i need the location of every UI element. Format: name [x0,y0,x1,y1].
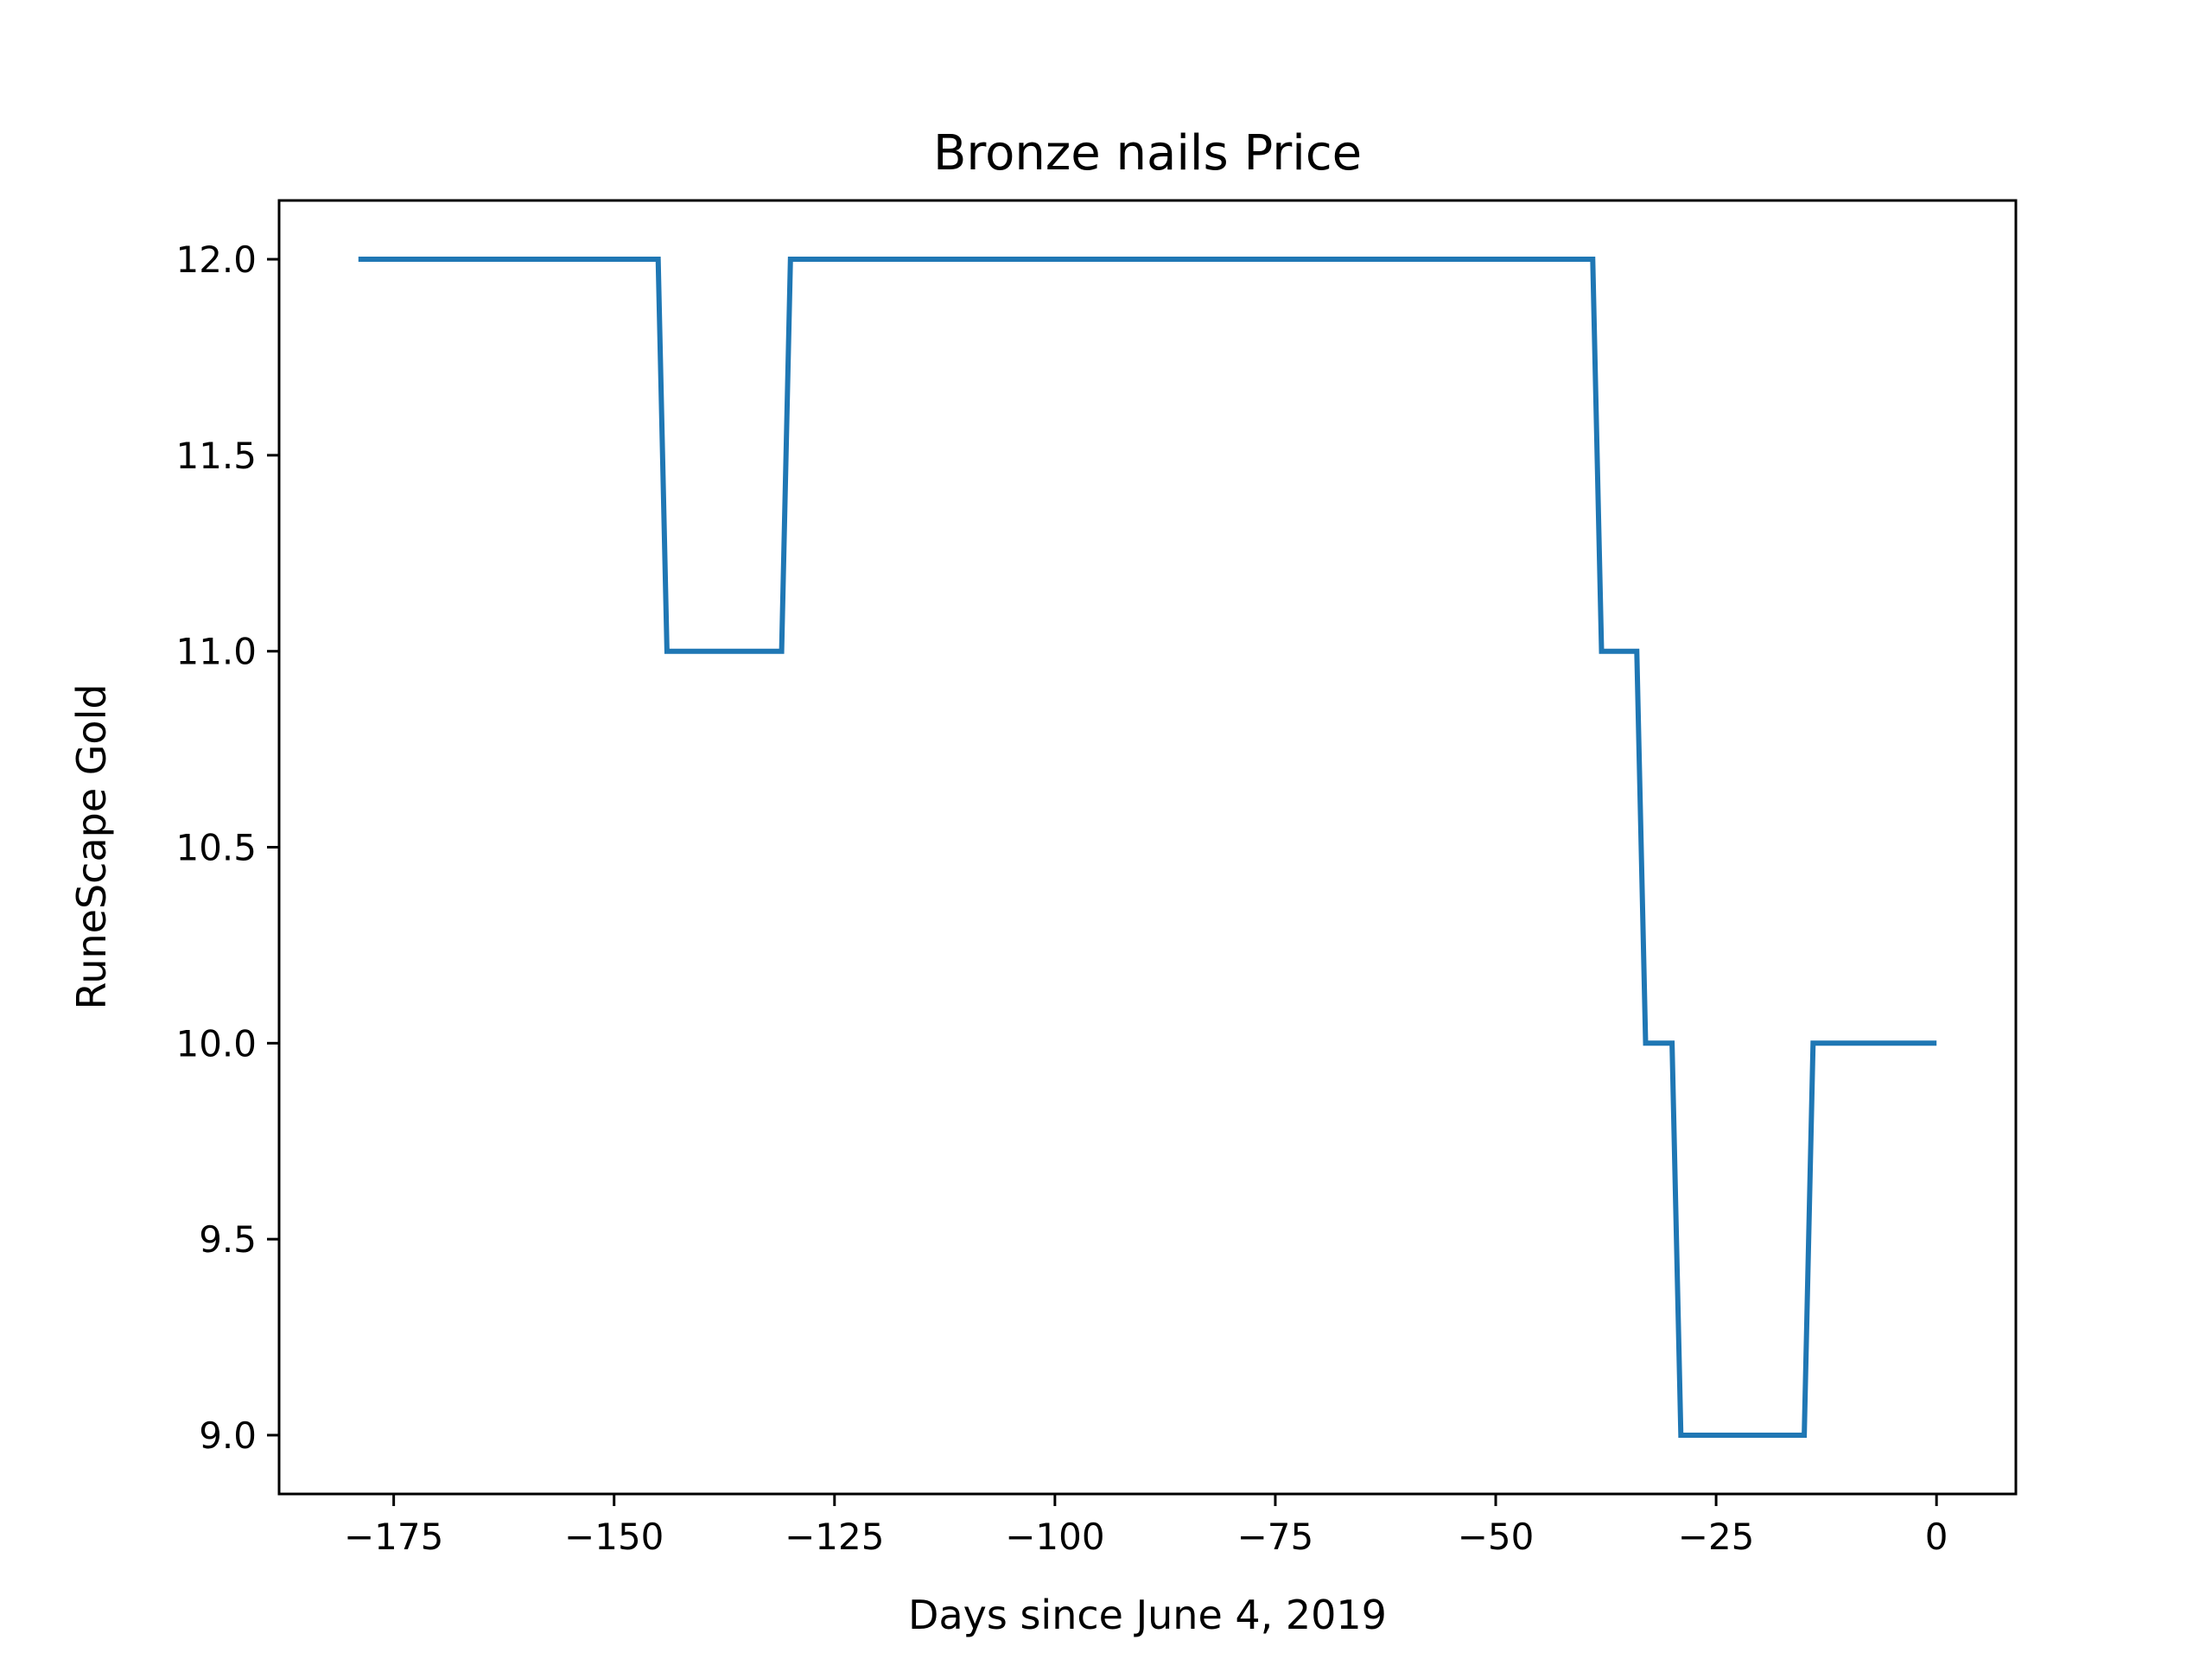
plot-frame [277,199,2018,1496]
x-tick-label-3: −100 [1005,1516,1104,1558]
x-tick-label-6: −25 [1678,1516,1755,1558]
x-tick-label-7: 0 [1925,1516,1948,1558]
x-axis-label: Days since June 4, 2019 [908,1592,1387,1638]
chart-title: Bronze nails Price [933,125,1362,181]
y-axis-ticks: 9.0 9.5 10.0 10.5 11.0 11.5 12.0 [175,238,279,1457]
y-tick-label-1: 9.5 [199,1218,257,1261]
x-tick-label-5: −50 [1458,1516,1535,1558]
y-tick-label-2: 10.0 [175,1022,257,1065]
x-axis-ticks: −175 −150 −125 −100 −75 −50 −25 0 [344,1494,1948,1558]
y-tick-label-0: 9.0 [199,1414,257,1457]
y-tick-label-4: 11.0 [175,631,257,673]
y-tick-label-6: 12.0 [175,238,257,281]
y-tick-label-3: 10.5 [175,827,257,869]
x-tick-label-4: −75 [1237,1516,1314,1558]
x-tick-label-2: −125 [785,1516,884,1558]
x-tick-label-0: −175 [344,1516,443,1558]
y-tick-label-5: 11.5 [175,435,257,477]
y-axis-label: RuneScape Gold [68,683,115,1009]
series-line-0 [358,257,1937,1438]
x-tick-label-1: −150 [564,1516,664,1558]
plot-area [358,257,1937,1438]
